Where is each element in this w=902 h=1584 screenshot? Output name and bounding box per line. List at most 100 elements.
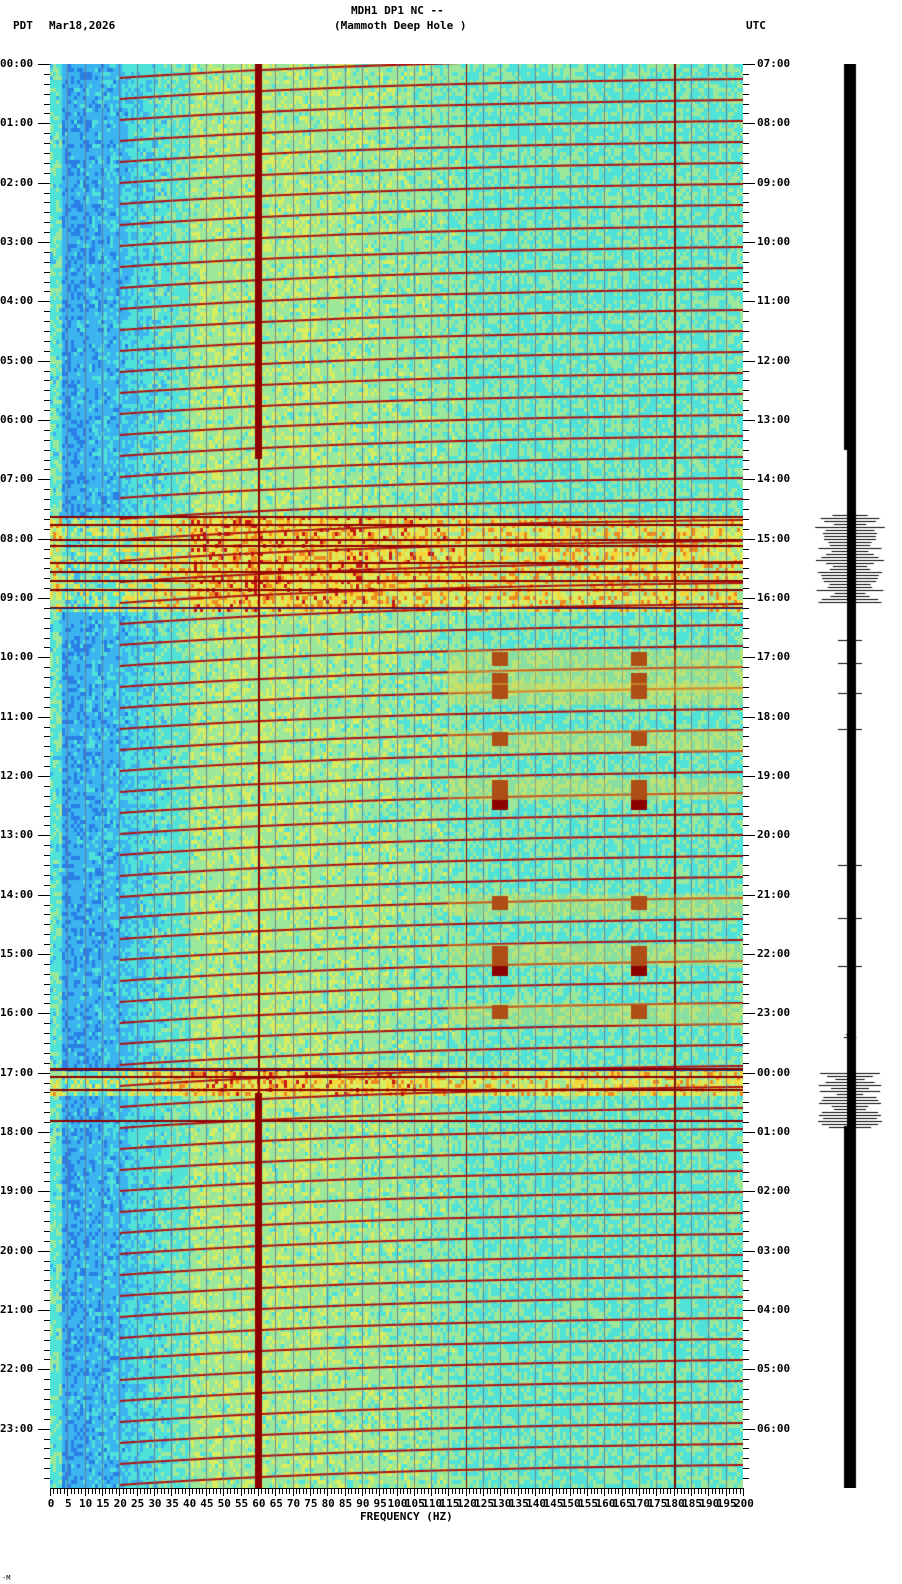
y-tick-right-label: 01:00 [757, 1125, 791, 1138]
y-minor-tick-left [44, 351, 50, 352]
x-tick-label: 110 [422, 1497, 443, 1510]
y-minor-tick-right [743, 746, 749, 747]
x-tick [95, 1488, 96, 1494]
x-tick [500, 1488, 501, 1496]
x-tick [78, 1488, 79, 1494]
x-tick [473, 1488, 474, 1494]
x-tick [282, 1488, 283, 1494]
x-tick [653, 1488, 654, 1494]
x-tick [643, 1488, 644, 1494]
y-minor-tick-left [44, 331, 50, 332]
x-tick [216, 1488, 217, 1494]
y-minor-tick-left [44, 1300, 50, 1301]
x-tick [469, 1488, 470, 1494]
y-minor-tick-left [44, 212, 50, 213]
seismogram-trace [800, 64, 902, 1488]
y-minor-tick-right [743, 1270, 749, 1271]
x-tick [140, 1488, 141, 1494]
x-tick [67, 1488, 68, 1496]
x-tick [289, 1488, 290, 1494]
station-title: MDH1 DP1 NC -- [351, 4, 444, 17]
y-tick-right-label: 10:00 [757, 235, 791, 248]
y-minor-tick-left [44, 934, 50, 935]
y-minor-tick-left [44, 756, 50, 757]
x-tick [348, 1488, 349, 1494]
x-tick-label: 135 [508, 1497, 529, 1510]
x-tick-label: 10 [79, 1497, 93, 1510]
x-tick [417, 1488, 418, 1494]
y-minor-tick-right [743, 1280, 749, 1281]
x-tick [223, 1488, 224, 1496]
y-minor-tick-right [743, 766, 749, 767]
y-minor-tick-right [743, 1320, 749, 1321]
y-minor-tick-right [743, 1063, 749, 1064]
x-axis-label: FREQUENCY (HZ) [360, 1510, 453, 1523]
x-tick [455, 1488, 456, 1494]
y-minor-tick-right [743, 677, 749, 678]
y-minor-tick-right [743, 104, 749, 105]
y-minor-tick-left [44, 440, 50, 441]
x-tick-label: 25 [131, 1497, 145, 1510]
x-tick-label: 130 [491, 1497, 512, 1510]
y-minor-tick-left [44, 311, 50, 312]
x-tick [656, 1488, 657, 1496]
y-tick-left-label: 09:00 [0, 591, 34, 604]
y-major-tick-right [743, 64, 755, 65]
x-tick [632, 1488, 633, 1494]
x-tick [663, 1488, 664, 1494]
y-minor-tick-right [743, 163, 749, 164]
x-tick [320, 1488, 321, 1494]
y-major-tick-right [743, 1132, 755, 1133]
y-minor-tick-left [44, 529, 50, 530]
y-minor-tick-left [44, 153, 50, 154]
y-major-tick-right [743, 420, 755, 421]
y-tick-right-label: 02:00 [757, 1184, 791, 1198]
x-tick [92, 1488, 93, 1494]
y-minor-tick-right [743, 549, 749, 550]
y-major-tick-left [38, 1191, 50, 1193]
x-tick [105, 1488, 106, 1494]
y-minor-tick-right [743, 984, 749, 985]
y-minor-tick-left [44, 74, 50, 75]
y-major-tick-right [743, 1013, 755, 1015]
x-tick [483, 1488, 484, 1496]
x-tick [511, 1488, 512, 1494]
x-tick [50, 1488, 51, 1496]
y-minor-tick-right [743, 311, 749, 312]
y-tick-left-label: 08:00 [0, 531, 34, 545]
x-tick [445, 1488, 446, 1494]
x-tick [611, 1488, 612, 1494]
x-tick [736, 1488, 737, 1494]
y-tick-right-label: 15:00 [757, 531, 791, 545]
y-minor-tick-right [743, 1092, 749, 1093]
x-tick-label: 140 [526, 1497, 547, 1510]
y-minor-tick-right [743, 687, 749, 688]
y-minor-tick-right [743, 924, 749, 925]
y-minor-tick-right [743, 1201, 749, 1202]
right-timezone: UTC [746, 19, 766, 32]
y-minor-tick-right [743, 1468, 749, 1469]
x-tick [740, 1488, 741, 1494]
x-tick [591, 1488, 592, 1494]
y-minor-tick-left [44, 924, 50, 925]
y-tick-left-label: 00:00 [0, 57, 34, 70]
y-major-tick-left [38, 1369, 50, 1371]
x-tick-label: 105 [404, 1497, 425, 1510]
x-tick [178, 1488, 179, 1494]
y-major-tick-left [38, 1310, 50, 1311]
x-tick [691, 1488, 692, 1496]
y-minor-tick-right [743, 371, 749, 372]
x-tick [681, 1488, 682, 1494]
y-minor-tick-left [44, 677, 50, 678]
y-minor-tick-right [743, 638, 749, 639]
y-minor-tick-left [44, 855, 50, 856]
y-minor-tick-right [743, 1290, 749, 1291]
y-minor-tick-left [44, 1270, 50, 1271]
x-tick [670, 1488, 671, 1494]
y-major-tick-left [38, 835, 50, 837]
y-minor-tick-left [44, 1241, 50, 1242]
x-tick [168, 1488, 169, 1494]
y-minor-tick-right [743, 1083, 749, 1084]
y-tick-left-label: 02:00 [0, 175, 34, 189]
y-minor-tick-right [743, 1211, 749, 1212]
